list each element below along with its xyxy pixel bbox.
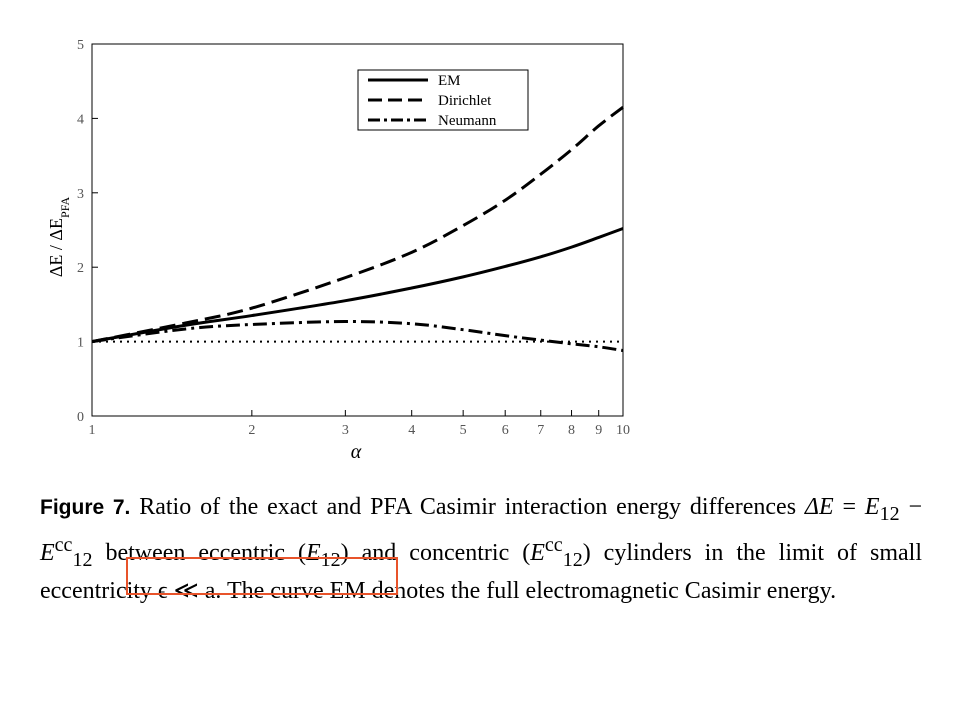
caption-text-3: ) and concentric ( <box>340 539 531 566</box>
caption-text-2: between eccentric ( <box>92 539 306 566</box>
y-tick-label: 3 <box>77 187 84 202</box>
caption-equals: = <box>833 494 865 520</box>
y-tick-label: 0 <box>77 410 84 425</box>
caption-text-1: Ratio of the exact and PFA Casimir inter… <box>130 494 805 520</box>
caption-text-5: . The curve EM denotes the full electrom… <box>215 577 837 604</box>
x-tick-label: 9 <box>595 423 602 438</box>
caption-delta-e: ΔE <box>804 494 834 520</box>
x-tick-label: 7 <box>537 423 544 438</box>
x-tick-label: 8 <box>568 423 575 438</box>
legend-label-em: EM <box>438 73 461 89</box>
legend-label-neumann: Neumann <box>438 113 497 129</box>
series-layer <box>91 106 624 353</box>
x-tick-label: 1 <box>89 423 96 438</box>
series-line-neumann <box>91 320 624 353</box>
caption-ecc: E <box>40 539 55 566</box>
caption-text-4: ) cylinders in the limit of <box>582 539 870 566</box>
caption-ecc-sup: cc <box>54 533 73 556</box>
x-tick-label: 3 <box>342 423 349 438</box>
caption-ecc2-sub: 12 <box>562 548 583 571</box>
x-axis-ticks: 1 2 3 4 5 6 7 8 9 10 <box>89 410 630 438</box>
caption-ecc2-sup: cc <box>544 533 563 556</box>
y-tick-label: 4 <box>77 112 84 127</box>
x-tick-label: 2 <box>248 423 255 438</box>
caption-ecc2: E <box>530 539 545 566</box>
y-tick-label: 5 <box>77 38 84 53</box>
y-tick-label: 2 <box>77 261 84 276</box>
x-tick-label: 4 <box>408 423 415 438</box>
x-tick-label: 5 <box>460 423 467 438</box>
caption-e12b: E <box>305 539 321 566</box>
y-axis-ticks: 0 1 2 3 4 5 <box>77 38 98 425</box>
highlight-box <box>126 557 398 595</box>
y-axis-label: ΔE / ΔEPFA <box>46 197 72 278</box>
caption-e12-sub: 12 <box>879 502 900 525</box>
y-tick-label: 1 <box>77 336 84 351</box>
caption-ecc-sub: 12 <box>72 548 93 571</box>
x-axis-label: α <box>351 441 362 463</box>
legend-label-dirichlet: Dirichlet <box>438 93 492 109</box>
caption-minus: − <box>899 494 922 520</box>
series-line-em <box>91 227 624 344</box>
figure-label: Figure 7. <box>40 496 131 519</box>
series-line-dirichlet <box>91 106 624 344</box>
x-tick-label: 6 <box>502 423 509 438</box>
x-tick-label: 10 <box>616 423 630 438</box>
figure-caption: Figure 7. Ratio of the exact and PFA Cas… <box>40 492 922 607</box>
legend: EM Dirichlet Neumann <box>357 69 529 131</box>
caption-e12b-sub: 12 <box>320 548 341 571</box>
caption-e12: E <box>864 494 880 520</box>
